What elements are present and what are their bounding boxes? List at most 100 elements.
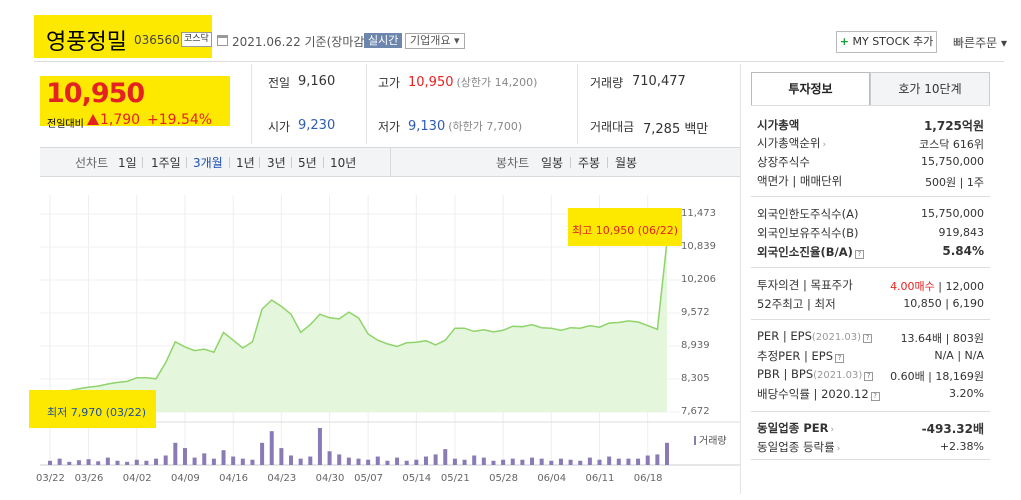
panel-divider-line	[751, 196, 990, 197]
realtime-button[interactable]: 실시간	[364, 33, 403, 48]
volume-bar	[616, 458, 621, 465]
volume-bar	[443, 449, 448, 465]
x-tick-label: 04/16	[219, 473, 248, 484]
candle-monthly[interactable]: 월봉	[615, 156, 638, 170]
foreign-limit-label: 외국인한도주식수(A)	[757, 207, 859, 221]
market-cap-label: 시가총액	[757, 117, 799, 133]
volume-bar	[626, 458, 631, 465]
volume-bar	[366, 459, 371, 465]
candle-weekly[interactable]: 주봉	[578, 156, 601, 170]
quick-order-dropdown[interactable]: 빠른주문 ▾	[953, 36, 1007, 50]
volume-bar	[462, 459, 467, 465]
high-value: 10,950 (상한가 14,200)	[408, 74, 537, 90]
sector-per-label[interactable]: 동일업종 PER ›	[757, 420, 834, 436]
header-divider	[34, 61, 1004, 62]
period-divider	[570, 157, 571, 168]
prev-close-label: 전일	[268, 76, 291, 90]
reference-date: 2021.06.22 기준(장마감)	[232, 35, 370, 49]
dividend-label[interactable]: 배당수익률 | 2020.12?	[757, 386, 880, 402]
shares-label: 상장주식수	[757, 155, 810, 169]
volume-bar	[269, 431, 274, 465]
pbr-label[interactable]: PBR | BPS(2021.03)?	[757, 367, 874, 381]
volume-bar	[202, 453, 207, 465]
volume-legend-label: 거래량	[699, 436, 727, 447]
add-my-stock-button[interactable]: + MY STOCK 추가	[836, 31, 937, 53]
foreign-ratio-label[interactable]: 외국인소진율(B/A)?	[757, 244, 864, 260]
opinion-rating: 4.00매수	[890, 280, 935, 293]
period-1d[interactable]: 1일	[118, 156, 137, 170]
x-tick-label: 06/04	[537, 473, 567, 484]
sector-change-label[interactable]: 동일업종 등락률 ›	[757, 439, 840, 455]
period-3y[interactable]: 3년	[267, 156, 286, 170]
low-price: 9,130	[408, 119, 446, 134]
y-tick-label: 8,939	[681, 340, 710, 351]
price-change: 1,790	[87, 112, 140, 128]
company-info-dropdown[interactable]: 기업개요 ▾	[405, 33, 465, 49]
x-tick-label: 04/09	[170, 473, 200, 484]
open-value: 9,230	[298, 118, 336, 133]
period-divider	[229, 157, 230, 168]
sector-per-value: -493.32배	[922, 420, 984, 437]
volume-bar	[423, 456, 428, 465]
volume-bar	[192, 457, 197, 465]
period-5y[interactable]: 5년	[298, 156, 317, 170]
chevron-right-icon: ›	[830, 425, 835, 435]
panel-tab-line	[751, 105, 990, 106]
market-cap-rank-label[interactable]: 시가총액순위 ›	[757, 135, 826, 151]
volume-bar	[163, 455, 168, 465]
target-price: | 12,000	[934, 280, 984, 293]
x-tick-label: 05/21	[440, 473, 470, 484]
volume-bar	[385, 460, 390, 465]
period-divider	[259, 157, 260, 168]
foreign-hold-label: 외국인보유주식수(B)	[757, 226, 859, 240]
volume-bar	[530, 457, 535, 465]
price-change-percent: +19.54%	[147, 112, 213, 128]
candle-daily[interactable]: 일봉	[541, 156, 564, 170]
y-tick-label: 9,572	[681, 307, 710, 319]
face-value-value: 500원 | 1주	[925, 176, 984, 189]
help-icon: ?	[870, 392, 880, 401]
period-10y[interactable]: 10년	[330, 156, 357, 170]
period-1y[interactable]: 1년	[236, 156, 255, 170]
stock-header: 영풍정밀 036560 코스닥 2021.06.22 기준(장마감) 실시간 기…	[0, 0, 1021, 62]
opinion-label: 투자의견 | 목표주가	[757, 278, 853, 292]
volume-bar	[105, 457, 110, 465]
current-price: 10,950	[46, 78, 145, 109]
market-cap-label-text: 시가총액	[757, 118, 800, 132]
period-1w[interactable]: 1주일	[151, 156, 181, 170]
tab-divider	[390, 148, 391, 177]
foreign-ratio-label-text: 외국인소진율(B/A)	[757, 245, 853, 259]
foreign-ratio-value-text: 5.84%	[942, 244, 984, 258]
pbr-label-text: PBR | BPS	[757, 367, 814, 381]
volume-bar	[539, 458, 544, 465]
volume-bar	[211, 458, 216, 465]
volume-bar	[125, 461, 130, 465]
per-date: (2021.03)	[811, 332, 862, 343]
face-value-label: 액면가 | 매매단위	[757, 174, 843, 188]
market-cap-value-text: 1,725억원	[923, 119, 984, 133]
x-tick-label: 03/26	[74, 473, 104, 484]
volume-bar	[597, 459, 602, 465]
stock-name: 영풍정밀	[46, 30, 127, 55]
volume-bar	[665, 442, 669, 465]
volume-bar	[48, 460, 52, 465]
tab-investment-info[interactable]: 투자정보	[751, 72, 870, 106]
per-label[interactable]: PER | EPS(2021.03)?	[757, 329, 873, 343]
volume-bar	[395, 457, 400, 465]
y-tick-label: 10,839	[681, 241, 716, 253]
panel-divider-line	[751, 411, 990, 412]
volume-bar	[298, 458, 303, 465]
price-line	[49, 241, 668, 398]
prev-close-value: 9,160	[298, 74, 336, 89]
volume-bar	[578, 460, 583, 465]
tab-order-book[interactable]: 호가 10단계	[870, 72, 990, 106]
dividend-value: 3.20%	[949, 387, 984, 400]
volume-bar	[558, 458, 563, 465]
plus-icon: +	[839, 35, 849, 48]
shares-value: 15,750,000	[921, 155, 984, 168]
period-3m[interactable]: 3개월	[193, 156, 223, 170]
est-per-label[interactable]: 추정PER | EPS?	[757, 348, 845, 364]
low-label: 저가	[378, 120, 401, 134]
market-cap-rank-text: 시가총액순위	[757, 136, 821, 150]
volume-bar	[86, 459, 91, 465]
